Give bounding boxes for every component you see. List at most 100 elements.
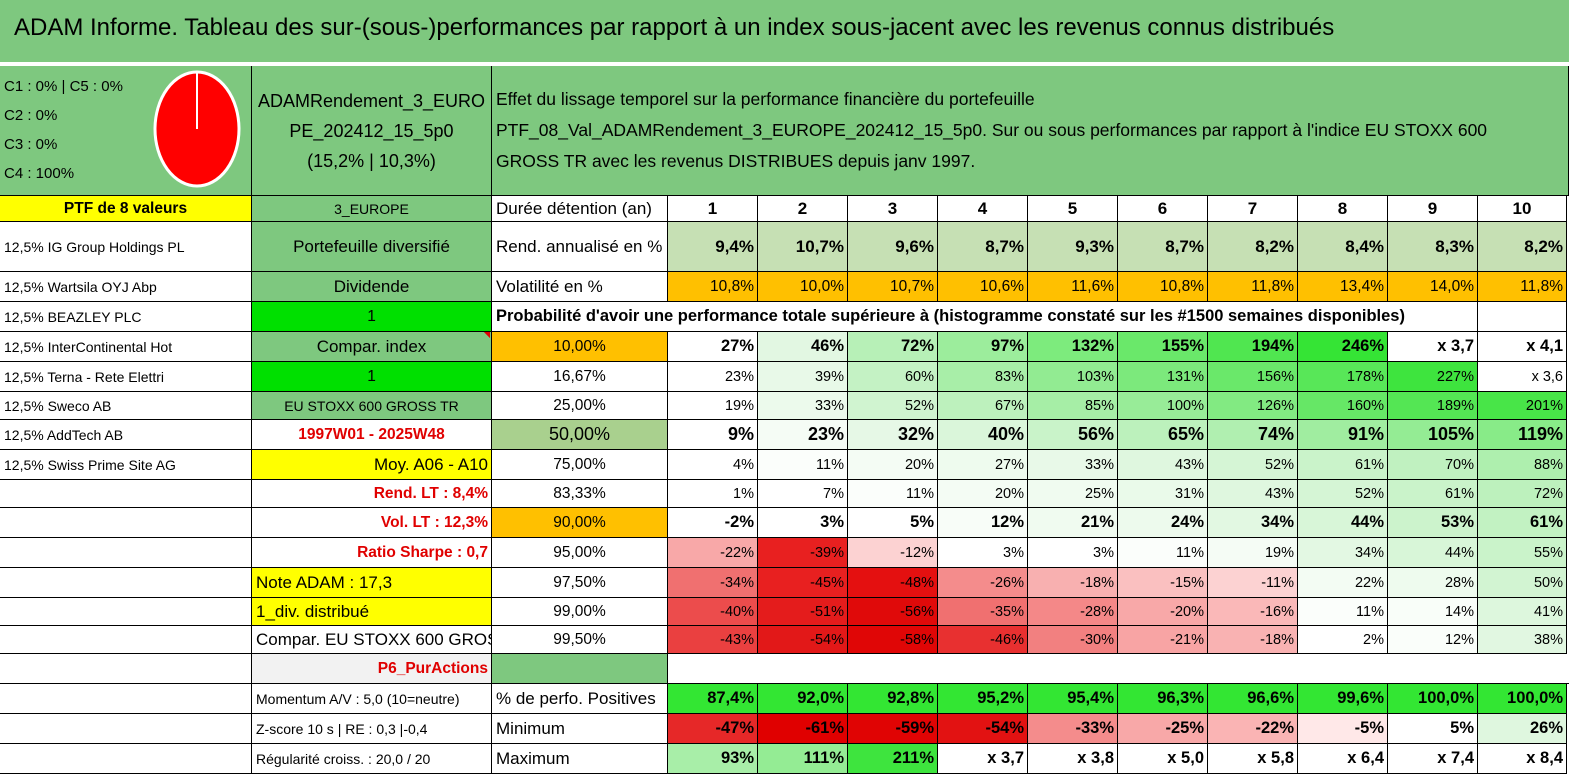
prob-value: -18%: [1028, 568, 1118, 598]
prob-value: 74%: [1208, 420, 1298, 450]
portfolio-name-line: (15,2% | 10,3%): [307, 150, 436, 171]
prob-value: 52%: [848, 392, 938, 420]
prob-value: 19%: [668, 392, 758, 420]
prob-value: -2%: [668, 508, 758, 538]
regularite: Régularité croiss. : 20,0 / 20: [252, 744, 492, 774]
min-value: -25%: [1118, 714, 1208, 744]
prob-value: -28%: [1028, 598, 1118, 626]
min-value: -33%: [1028, 714, 1118, 744]
prob-value: -15%: [1118, 568, 1208, 598]
legend-item: C1 : 0% | C5 : 0%: [4, 78, 123, 95]
pos-label: % de perfo. Positives: [492, 684, 668, 714]
prob-value: 178%: [1298, 362, 1388, 392]
year-header: 4: [938, 196, 1028, 222]
min-value: -61%: [758, 714, 848, 744]
prob-value: 1%: [668, 480, 758, 508]
prob-level: 83,33%: [492, 480, 668, 508]
vol-value: 10,8%: [1118, 272, 1208, 302]
year-header: 6: [1118, 196, 1208, 222]
note-adam: Note ADAM : 17,3: [252, 568, 492, 598]
pos-value: 95,2%: [938, 684, 1028, 714]
prob-value: 246%: [1298, 332, 1388, 362]
prob-value: 43%: [1208, 480, 1298, 508]
vol-value: 14,0%: [1388, 272, 1478, 302]
prob-value: 2%: [1298, 626, 1388, 654]
empty-cell: [0, 684, 252, 714]
prob-value: 44%: [1298, 508, 1388, 538]
max-value: x 3,7: [938, 744, 1028, 774]
prob-value: 32%: [848, 420, 938, 450]
prob-value: 41%: [1478, 598, 1567, 626]
prob-value: -34%: [668, 568, 758, 598]
prob-value: 20%: [848, 450, 938, 480]
prob-level: 16,67%: [492, 362, 668, 392]
max-value: 111%: [758, 744, 848, 774]
empty-cell: [0, 538, 252, 568]
prob-value: -58%: [848, 626, 938, 654]
prob-value: 27%: [668, 332, 758, 362]
prob-value: 88%: [1478, 450, 1567, 480]
vol-value: 13,4%: [1298, 272, 1388, 302]
prob-value: 44%: [1388, 538, 1478, 568]
legend-item: C4 : 100%: [4, 165, 75, 182]
year-header: 7: [1208, 196, 1298, 222]
portfolio-name-line: PE_202412_15_5p0: [289, 120, 454, 141]
prob-value: -43%: [668, 626, 758, 654]
prob-value: 85%: [1028, 392, 1118, 420]
prob-value: -39%: [758, 538, 848, 568]
empty-cell: [0, 598, 252, 626]
min-value: -47%: [668, 714, 758, 744]
min-label: Minimum: [492, 714, 668, 744]
prob-value: -20%: [1118, 598, 1208, 626]
prob-value: 11%: [758, 450, 848, 480]
year-header: 2: [758, 196, 848, 222]
empty-cell: [0, 480, 252, 508]
rend-value: 9,3%: [1028, 222, 1118, 272]
prob-value: 43%: [1118, 450, 1208, 480]
prob-value: -22%: [668, 538, 758, 568]
empty-green: [492, 654, 668, 684]
prob-value: 19%: [1208, 538, 1298, 568]
prob-value: 105%: [1388, 420, 1478, 450]
prob-value: 52%: [1208, 450, 1298, 480]
prob-level: 75,00%: [492, 450, 668, 480]
prob-value: 28%: [1388, 568, 1478, 598]
rend-value: 10,7%: [758, 222, 848, 272]
prob-value: 189%: [1388, 392, 1478, 420]
min-value: -59%: [848, 714, 938, 744]
vol-value: 11,8%: [1478, 272, 1567, 302]
empty-cell: [0, 714, 252, 744]
rend-value: 8,3%: [1388, 222, 1478, 272]
prob-level: 99,50%: [492, 626, 668, 654]
prob-value: 83%: [938, 362, 1028, 392]
legend-item: C3 : 0%: [4, 136, 58, 153]
prob-value: 14%: [1388, 598, 1478, 626]
vol-value: 10,6%: [938, 272, 1028, 302]
prob-value: 40%: [938, 420, 1028, 450]
holding-item: 12,5% Terna - Rete Elettri: [0, 362, 252, 392]
prob-value: -35%: [938, 598, 1028, 626]
prob-value: 5%: [848, 508, 938, 538]
prob-title: Probabilité d'avoir une performance tota…: [492, 302, 1478, 332]
prob-value: 100%: [1118, 392, 1208, 420]
prob-value: 33%: [758, 392, 848, 420]
year-header: 10: [1478, 196, 1567, 222]
min-value: -22%: [1208, 714, 1298, 744]
year-header: 5: [1028, 196, 1118, 222]
prob-value: 61%: [1298, 450, 1388, 480]
prob-value: 25%: [1028, 480, 1118, 508]
max-value: x 6,4: [1298, 744, 1388, 774]
prob-value: -48%: [848, 568, 938, 598]
max-value: x 5,8: [1208, 744, 1298, 774]
prob-value: 72%: [1478, 480, 1567, 508]
vol-value: 11,6%: [1028, 272, 1118, 302]
holding-item: 12,5% AddTech AB: [0, 420, 252, 450]
moy-label: Moy. A06 - A10: [252, 450, 492, 480]
rend-value: 9,6%: [848, 222, 938, 272]
holding-item: 12,5% Sweco AB: [0, 392, 252, 420]
empty-cell: [668, 654, 1569, 684]
vol-value: 11,8%: [1208, 272, 1298, 302]
prob-value: -26%: [938, 568, 1028, 598]
pos-value: 99,6%: [1298, 684, 1388, 714]
sharpe-ratio: Ratio Sharpe : 0,7: [252, 538, 492, 568]
